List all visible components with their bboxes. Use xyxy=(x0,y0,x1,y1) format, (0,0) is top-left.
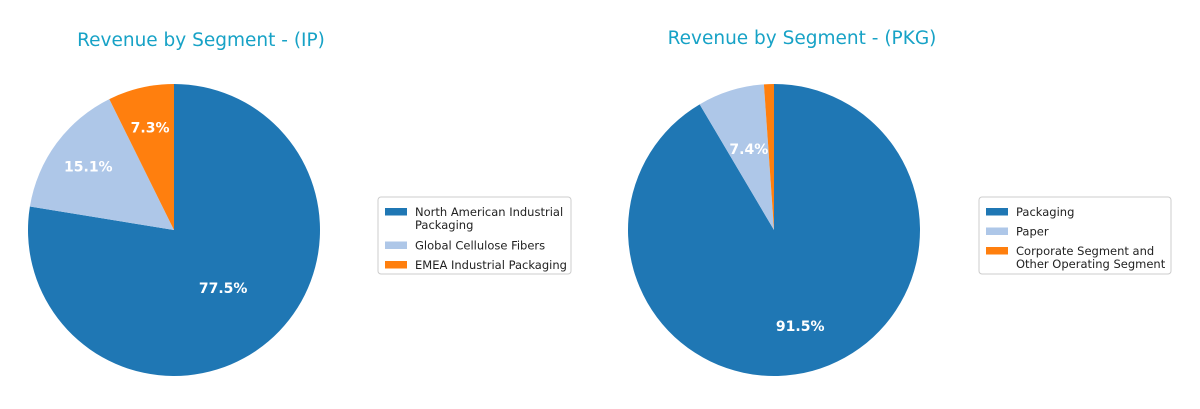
pie-slice xyxy=(763,84,774,230)
chart-legend: North American Industrial Packaging Global… xyxy=(377,196,572,275)
pie-slice xyxy=(29,99,175,230)
pie-slice-percent-label: 91.5% xyxy=(776,319,825,335)
legend-frame xyxy=(377,196,572,275)
legend-item: Packaging xyxy=(986,205,1074,219)
pie-slice xyxy=(699,84,774,230)
legend-item: Paper xyxy=(986,225,1049,239)
legend-item: Corporate Segment and Other Operating Seg… xyxy=(986,244,1166,271)
legend-item: EMEA Industrial Packaging xyxy=(385,258,567,272)
legend-label: EMEA Industrial Packaging xyxy=(415,258,567,272)
pie-chart-1: Revenue by Segment - (IP) 77.5% 15.1% 7.3% N… xyxy=(27,30,572,376)
legend-item: North American Industrial Packaging xyxy=(385,205,563,232)
legend-swatch xyxy=(385,241,407,249)
chart-title: Revenue by Segment - (PKG) xyxy=(668,28,937,49)
pie-slice-percent-label: 15.1% xyxy=(64,160,113,176)
pie-slice-percent-label: 7.4% xyxy=(729,142,768,158)
pie-slice-percent-label: 77.5% xyxy=(199,281,248,297)
legend-label: Global Cellulose Fibers xyxy=(415,239,545,253)
pie-chart-2: Revenue by Segment - (PKG) 91.5% 7.4% Packa… xyxy=(628,28,1172,376)
legend-swatch xyxy=(986,208,1008,216)
legend-frame xyxy=(978,196,1172,275)
chart-title: Revenue by Segment - (IP) xyxy=(77,30,325,51)
legend-swatch xyxy=(385,208,407,216)
legend-swatch xyxy=(986,227,1008,235)
pie-slice xyxy=(109,84,174,230)
legend-swatch xyxy=(986,247,1008,255)
legend-label: Packaging xyxy=(1016,205,1074,219)
legend-item: Global Cellulose Fibers xyxy=(385,239,545,253)
legend-label: North American Industrial Packaging xyxy=(415,205,563,232)
legend-label: Paper xyxy=(1016,225,1049,239)
legend-swatch xyxy=(385,261,407,269)
legend-label: Corporate Segment and Other Operating Seg… xyxy=(1016,244,1166,271)
chart-legend: Packaging Paper Corporate Segment and Other… xyxy=(978,196,1172,275)
pie-slice-percent-label: 7.3% xyxy=(131,121,170,137)
